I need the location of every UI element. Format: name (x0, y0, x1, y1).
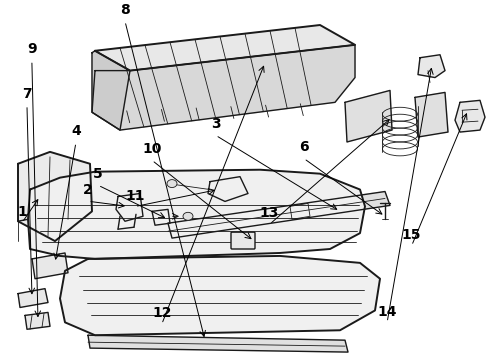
Polygon shape (168, 192, 390, 238)
Text: 7: 7 (22, 87, 32, 101)
Text: 14: 14 (377, 305, 397, 319)
Text: 3: 3 (211, 117, 220, 131)
Ellipse shape (183, 212, 193, 220)
Text: 11: 11 (125, 189, 145, 203)
Text: 6: 6 (299, 140, 309, 154)
Polygon shape (415, 93, 448, 137)
Polygon shape (208, 177, 248, 202)
Polygon shape (418, 55, 445, 77)
Polygon shape (25, 312, 50, 329)
Text: 13: 13 (260, 206, 279, 220)
Polygon shape (290, 203, 310, 219)
FancyBboxPatch shape (231, 232, 255, 249)
Polygon shape (92, 45, 355, 130)
Polygon shape (18, 289, 48, 307)
Text: 2: 2 (83, 183, 93, 197)
Polygon shape (92, 51, 130, 130)
Text: 5: 5 (93, 167, 103, 181)
Polygon shape (95, 25, 355, 71)
Text: 9: 9 (27, 42, 37, 57)
Polygon shape (345, 90, 392, 142)
Text: 12: 12 (152, 306, 172, 320)
Text: 4: 4 (71, 125, 81, 138)
Polygon shape (60, 256, 380, 335)
Polygon shape (32, 253, 68, 279)
Text: 10: 10 (142, 142, 162, 156)
Polygon shape (28, 170, 365, 259)
Text: 1: 1 (17, 205, 27, 219)
Ellipse shape (167, 180, 177, 188)
Text: 8: 8 (120, 3, 130, 17)
Polygon shape (152, 210, 170, 225)
Polygon shape (18, 152, 92, 241)
Polygon shape (455, 100, 485, 132)
Text: 15: 15 (402, 228, 421, 242)
Polygon shape (88, 335, 348, 352)
Polygon shape (116, 194, 143, 221)
